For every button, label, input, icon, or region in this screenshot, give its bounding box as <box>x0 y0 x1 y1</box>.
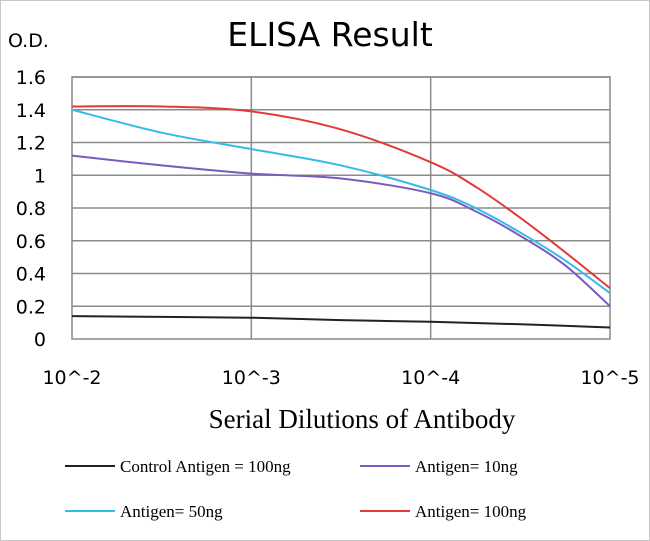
vertical-gridlines <box>250 77 432 339</box>
series-line-antigen-10ng <box>71 154 611 307</box>
y-tick-label: 0.8 <box>16 198 46 220</box>
plot-area-border <box>71 76 611 340</box>
series-line-antigen-100ng <box>71 105 611 290</box>
x-tick-labels: 10^-2 10^-3 10^-4 10^-5 <box>42 367 639 389</box>
y-axis-label: O.D. <box>8 30 49 52</box>
legend-label-antigen-100ng: Antigen= 100ng <box>415 502 527 521</box>
legend: Control Antigen = 100ng Antigen= 10ng Anti… <box>65 457 527 521</box>
x-tick-label: 10^-2 <box>42 367 101 389</box>
x-tick-label: 10^-5 <box>580 367 639 389</box>
series-line-control-antigen-100ng <box>71 315 611 329</box>
y-tick-label: 0.4 <box>16 264 46 286</box>
chart-title: ELISA Result <box>227 15 433 54</box>
y-tick-label: 0.2 <box>16 296 46 318</box>
legend-label-control-antigen-100ng: Control Antigen = 100ng <box>120 457 291 476</box>
series-line-antigen-50ng <box>71 108 611 294</box>
y-tick-label: 0.6 <box>16 231 46 253</box>
y-tick-label: 1.6 <box>16 67 46 89</box>
x-axis-label: Serial Dilutions of Antibody <box>209 404 516 434</box>
x-tick-label: 10^-3 <box>222 367 281 389</box>
legend-label-antigen-50ng: Antigen= 50ng <box>120 502 223 521</box>
y-tick-label: 1 <box>34 165 46 187</box>
y-tick-label: 1.2 <box>16 133 46 155</box>
y-tick-labels: 0 0.2 0.4 0.6 0.8 1 1.2 1.4 1.6 <box>16 67 46 351</box>
x-tick-label: 10^-4 <box>401 367 460 389</box>
series-lines <box>71 105 611 329</box>
horizontal-gridlines <box>72 76 610 307</box>
y-tick-label: 0 <box>34 329 46 351</box>
legend-label-antigen-10ng: Antigen= 10ng <box>415 457 518 476</box>
y-tick-label: 1.4 <box>16 100 46 122</box>
